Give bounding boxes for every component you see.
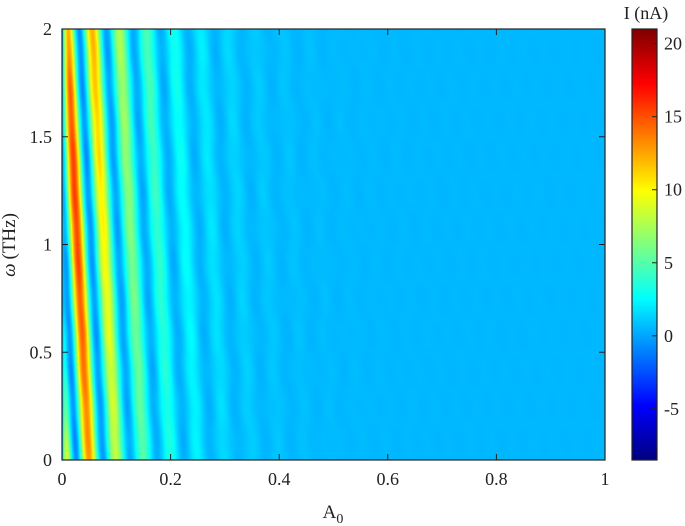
- y-tick-label: 1.5: [30, 127, 53, 147]
- y-axis-ticks: 0 0.5 1 1.5 2: [30, 19, 605, 470]
- colorbar-tick-label: 10: [664, 180, 682, 200]
- colorbar-tick-label: 0: [664, 326, 673, 346]
- x-tick-label: 1: [601, 469, 610, 489]
- colorbar-ticks: -5 0 5 10 15 20: [652, 34, 682, 419]
- x-axis-label-subscript: 0: [336, 512, 343, 526]
- x-tick-label: 0.2: [159, 469, 182, 489]
- y-tick-label: 0.5: [30, 342, 53, 362]
- y-tick-label: 0: [43, 450, 52, 470]
- x-tick-label: 0: [58, 469, 67, 489]
- colorbar-gradient: [632, 29, 657, 460]
- x-tick-label: 0.4: [268, 469, 291, 489]
- x-tick-label: 0.6: [377, 469, 400, 489]
- x-tick-label: 0.8: [485, 469, 508, 489]
- colorbar-label: I (nA): [624, 3, 668, 24]
- y-tick-label: 1: [43, 235, 52, 255]
- plot-frame: [61, 28, 606, 461]
- colorbar-tick-label: 5: [664, 253, 673, 273]
- y-axis-label-symbol: ω: [0, 264, 20, 277]
- y-axis-label: ω (THz): [0, 213, 20, 277]
- colorbar-tick-label: 20: [664, 34, 682, 54]
- y-axis-label-unit: (THz): [0, 213, 20, 259]
- colorbar-frame: [631, 28, 658, 461]
- x-axis-label-main: A: [323, 502, 337, 523]
- x-axis-ticks: 0 0.2 0.4 0.6 0.8 1: [58, 29, 610, 489]
- heatmap-image: [62, 29, 605, 460]
- colorbar-tick-label: -5: [664, 399, 679, 419]
- y-tick-label: 2: [43, 19, 52, 39]
- colorbar-tick-label: 15: [664, 107, 682, 127]
- x-axis-label: A0: [323, 502, 344, 526]
